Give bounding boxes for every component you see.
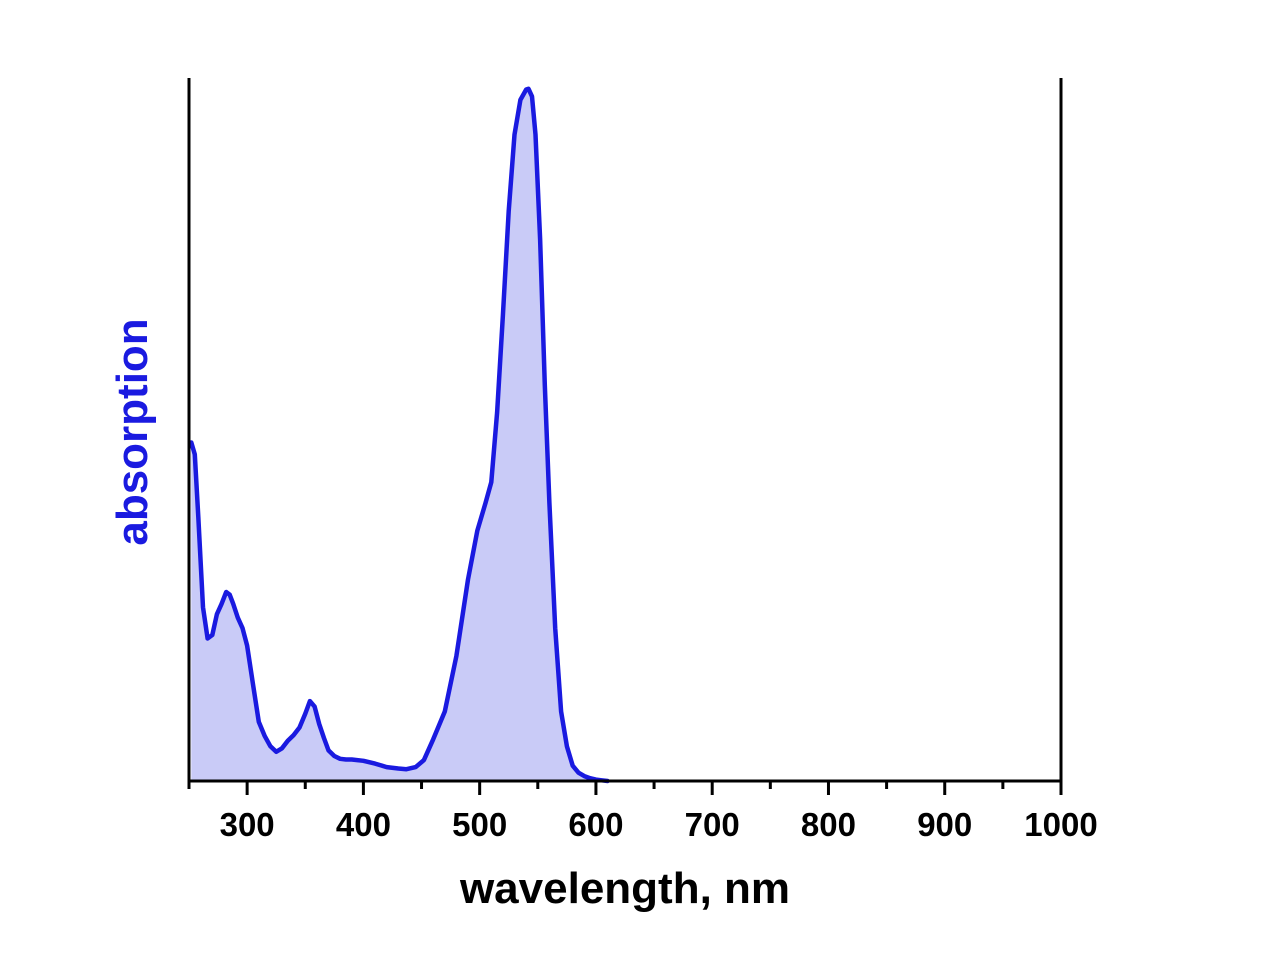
x-tick-label: 400 [336,806,391,843]
series-line [189,86,610,784]
x-tick-label: 300 [220,806,275,843]
x-tick-label: 500 [452,806,507,843]
x-tick-label: 800 [801,806,856,843]
plot-marks [189,86,1062,784]
x-tick-label: 600 [568,806,623,843]
series-area-fill [191,88,1062,782]
x-tick-label: 1000 [1024,806,1097,843]
x-tick-label: 900 [917,806,972,843]
tick-labels: 300 400 500 600 700 800 900 1000 [220,806,1098,843]
x-tick-label: 700 [685,806,740,843]
plot-axes [187,78,1063,795]
x-axis-title: wavelength, nm [459,864,790,913]
y-axis-title: absorption [108,318,157,545]
